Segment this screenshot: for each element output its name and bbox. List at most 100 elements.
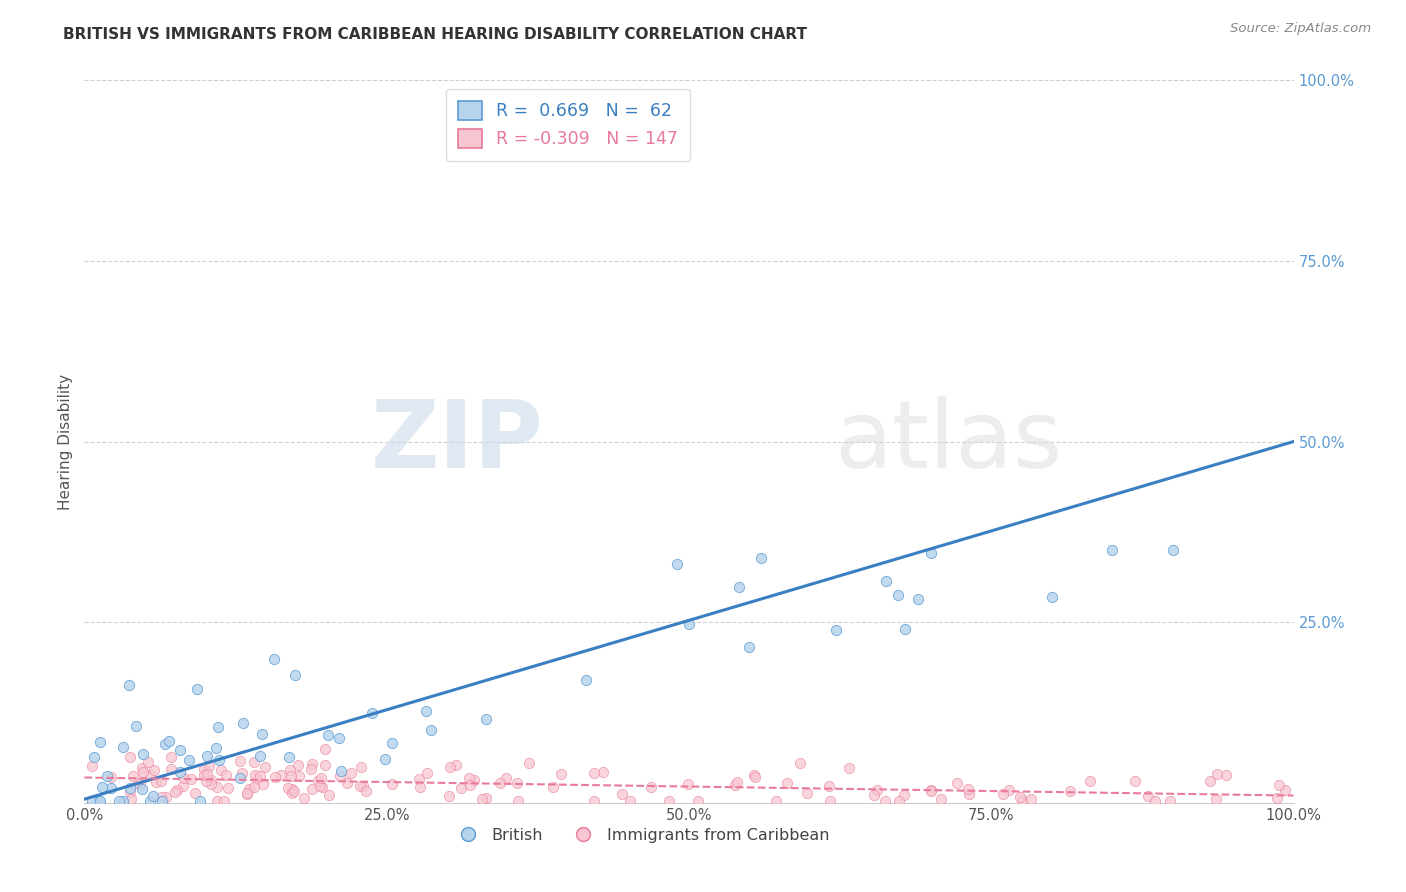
Point bbox=[132, 764, 155, 779]
Point bbox=[120, 780, 142, 795]
Point bbox=[80, 794, 103, 808]
Point bbox=[180, 772, 202, 786]
Point bbox=[142, 789, 165, 804]
Point bbox=[893, 788, 915, 802]
Point bbox=[232, 716, 254, 731]
Point bbox=[87, 794, 110, 808]
Point bbox=[354, 784, 377, 798]
Point bbox=[209, 764, 232, 778]
Point bbox=[89, 794, 111, 808]
Point bbox=[1101, 542, 1123, 557]
Point bbox=[1161, 542, 1184, 557]
Point bbox=[120, 791, 142, 805]
Point bbox=[582, 765, 605, 780]
Point bbox=[336, 776, 359, 790]
Point bbox=[349, 759, 371, 773]
Legend: British, Immigrants from Caribbean: British, Immigrants from Caribbean bbox=[446, 822, 837, 849]
Point bbox=[91, 780, 114, 794]
Point bbox=[179, 753, 201, 767]
Point bbox=[198, 758, 221, 772]
Point bbox=[339, 765, 361, 780]
Point bbox=[776, 776, 799, 790]
Point bbox=[318, 728, 340, 742]
Point bbox=[188, 794, 211, 808]
Point bbox=[131, 761, 153, 775]
Point bbox=[374, 752, 396, 766]
Point bbox=[314, 741, 336, 756]
Point bbox=[157, 734, 180, 748]
Point bbox=[301, 782, 323, 797]
Point bbox=[444, 757, 467, 772]
Point bbox=[749, 551, 772, 566]
Point bbox=[686, 794, 709, 808]
Point bbox=[150, 774, 173, 789]
Point bbox=[886, 588, 908, 602]
Point bbox=[945, 776, 967, 790]
Point bbox=[242, 780, 264, 794]
Point bbox=[111, 794, 134, 808]
Point bbox=[665, 558, 688, 572]
Point bbox=[311, 780, 333, 795]
Point bbox=[1137, 789, 1160, 803]
Point bbox=[281, 786, 304, 800]
Point bbox=[381, 777, 404, 791]
Point bbox=[1265, 791, 1288, 805]
Point bbox=[280, 769, 302, 783]
Point bbox=[349, 780, 371, 794]
Point bbox=[155, 737, 177, 751]
Point bbox=[495, 771, 517, 785]
Point bbox=[200, 772, 222, 787]
Point bbox=[318, 788, 340, 802]
Point bbox=[149, 790, 172, 805]
Point bbox=[506, 776, 529, 790]
Point bbox=[218, 780, 240, 795]
Point bbox=[956, 781, 979, 796]
Point bbox=[1144, 793, 1167, 807]
Point bbox=[122, 769, 145, 783]
Point bbox=[582, 794, 605, 808]
Point bbox=[169, 743, 191, 757]
Point bbox=[991, 787, 1014, 801]
Point bbox=[824, 623, 846, 637]
Point bbox=[139, 794, 162, 808]
Point bbox=[242, 755, 264, 769]
Point bbox=[437, 789, 460, 803]
Point bbox=[610, 787, 633, 801]
Point bbox=[284, 668, 307, 682]
Point bbox=[920, 784, 942, 798]
Point bbox=[207, 720, 229, 734]
Point bbox=[186, 682, 208, 697]
Point bbox=[475, 790, 498, 805]
Point bbox=[108, 794, 131, 808]
Point bbox=[817, 779, 839, 793]
Point bbox=[249, 749, 271, 764]
Point bbox=[96, 770, 118, 784]
Point bbox=[330, 764, 353, 778]
Point bbox=[907, 592, 929, 607]
Point bbox=[278, 764, 301, 778]
Point bbox=[1199, 773, 1222, 788]
Point bbox=[420, 723, 443, 737]
Point bbox=[640, 780, 662, 795]
Point bbox=[863, 788, 886, 802]
Point bbox=[1011, 793, 1033, 807]
Point bbox=[89, 735, 111, 749]
Point bbox=[194, 774, 217, 789]
Point bbox=[796, 786, 818, 800]
Point bbox=[738, 640, 761, 654]
Point bbox=[243, 767, 266, 781]
Point bbox=[307, 773, 329, 788]
Point bbox=[205, 740, 228, 755]
Point bbox=[127, 776, 149, 790]
Point bbox=[543, 780, 565, 794]
Point bbox=[458, 778, 481, 792]
Point bbox=[658, 794, 681, 808]
Point bbox=[309, 771, 332, 785]
Point bbox=[575, 673, 598, 688]
Point bbox=[765, 794, 787, 808]
Point bbox=[329, 769, 352, 783]
Point bbox=[875, 574, 897, 589]
Point bbox=[1268, 778, 1291, 792]
Point bbox=[957, 787, 980, 801]
Point bbox=[1215, 768, 1237, 782]
